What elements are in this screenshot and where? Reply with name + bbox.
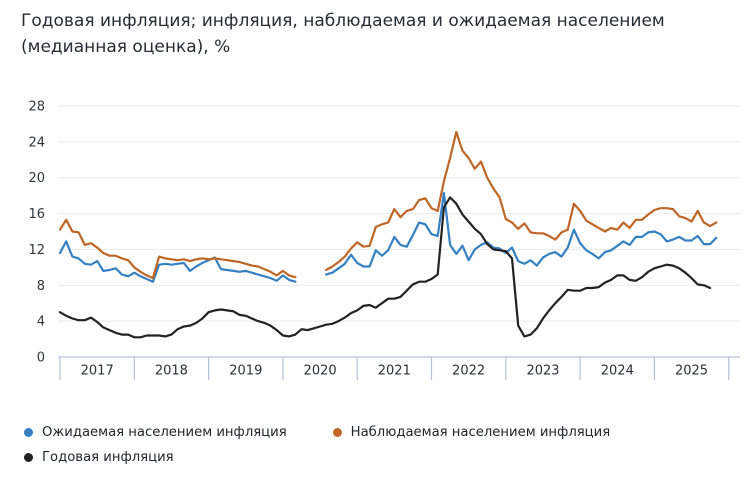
x-axis-year-label: 2024 xyxy=(601,364,634,379)
x-axis-year-label: 2017 xyxy=(81,364,114,379)
series-line-expected-inflation xyxy=(58,191,718,283)
series-line-annual-inflation xyxy=(58,196,712,339)
x-axis-year-label: 2020 xyxy=(304,364,337,379)
legend-item-expected-inflation: Ожидаемая населением инфляция xyxy=(24,425,287,440)
legend-marker-expected-inflation-icon xyxy=(24,428,33,437)
legend-marker-annual-inflation-icon xyxy=(24,453,33,462)
x-axis-year-label: 2022 xyxy=(452,364,485,379)
legend-item-annual-inflation: Годовая инфляция xyxy=(24,450,174,465)
y-axis-tick-label: 28 xyxy=(28,100,45,115)
y-axis-tick-label: 24 xyxy=(28,135,45,150)
series-line-observed-inflation xyxy=(58,130,718,280)
y-axis-tick-label: 12 xyxy=(28,243,45,258)
legend-label-observed-inflation: Наблюдаемая населением инфляция xyxy=(350,425,611,440)
chart-legend: Ожидаемая населением инфляция Наблюдаема… xyxy=(24,425,672,465)
y-axis-tick-label: 4 xyxy=(37,315,45,330)
x-axis-year-label: 2025 xyxy=(675,364,708,379)
y-axis-tick-label: 8 xyxy=(37,279,45,294)
chart-title: Годовая инфляция; инфляция, наблюдаемая … xyxy=(21,11,665,57)
x-axis-year-label: 2021 xyxy=(378,364,411,379)
y-axis-tick-label: 20 xyxy=(28,171,45,186)
legend-marker-observed-inflation-icon xyxy=(332,428,342,437)
x-axis-year-label: 2018 xyxy=(155,364,188,379)
y-axis-tick-label: 0 xyxy=(37,351,45,366)
legend-label-annual-inflation: Годовая инфляция xyxy=(42,450,174,465)
legend-item-observed-inflation: Наблюдаемая населением инфляция xyxy=(332,425,611,440)
x-axis-year-label: 2019 xyxy=(229,364,262,379)
legend-label-expected-inflation: Ожидаемая населением инфляция xyxy=(42,425,287,440)
y-axis-tick-label: 16 xyxy=(28,207,45,222)
x-axis-year-label: 2023 xyxy=(526,364,559,379)
